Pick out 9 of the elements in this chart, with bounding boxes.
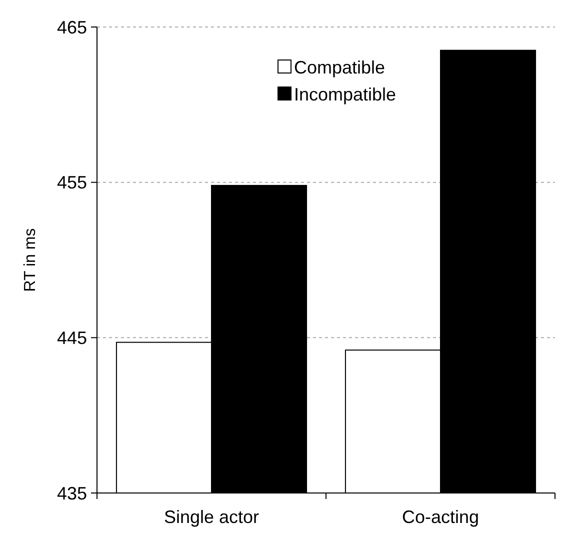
legend-label: Compatible [294,57,386,78]
y-tick-label: 455 [56,172,87,193]
legend-label: Incompatible [294,84,396,104]
x-tick-label: Co-acting [402,507,480,527]
y-tick-label: 435 [56,483,87,504]
y-tick-label: 445 [56,328,87,348]
y-tick-label: 465 [56,17,87,38]
y-axis-title: RT in ms [22,228,39,292]
x-tick-label: Single actor [164,507,260,527]
